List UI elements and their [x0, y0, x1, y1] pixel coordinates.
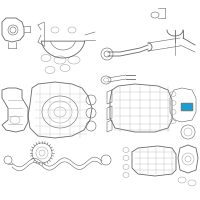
- FancyBboxPatch shape: [181, 103, 193, 111]
